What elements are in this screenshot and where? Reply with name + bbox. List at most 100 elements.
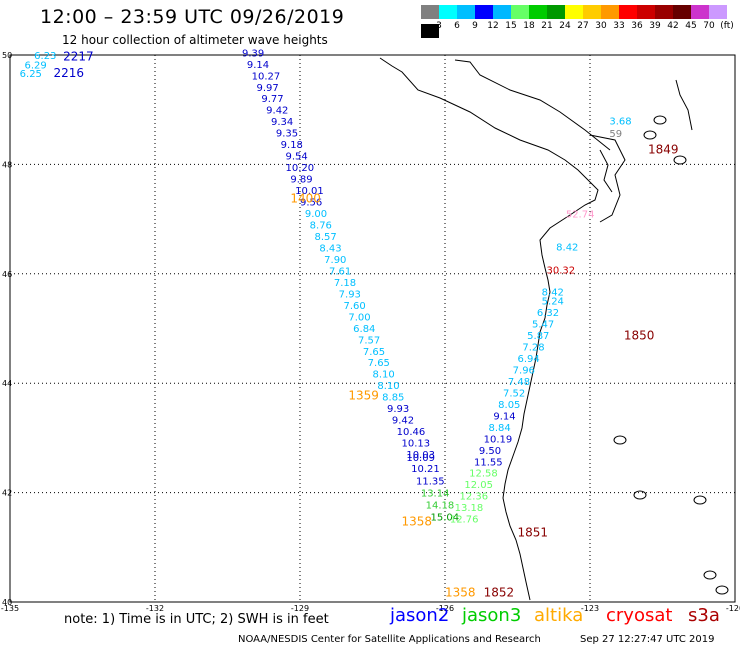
wave-height-value: 9.42 bbox=[392, 416, 414, 427]
wave-height-value: 8.43 bbox=[319, 243, 341, 254]
wave-height-value: 12.05 bbox=[464, 480, 493, 491]
lat-tick-label: 44 bbox=[2, 379, 12, 388]
wave-height-value: 10.03 bbox=[406, 450, 435, 461]
scale-swatch bbox=[457, 5, 475, 19]
scale-swatch bbox=[691, 5, 709, 19]
lake-outline bbox=[613, 435, 627, 445]
wave-height-value: 7.90 bbox=[324, 255, 346, 266]
pass-time-label: 1851 bbox=[518, 525, 549, 539]
wave-height-value: 8.84 bbox=[489, 423, 511, 434]
pass-time-label: 1359 bbox=[348, 389, 379, 403]
wave-height-value: 11.55 bbox=[474, 457, 503, 468]
legend-entry: altika bbox=[534, 605, 584, 626]
wave-height-value: 7.28 bbox=[522, 342, 544, 353]
wave-height-value: 7.65 bbox=[368, 358, 390, 369]
lake-outline bbox=[715, 585, 729, 595]
wave-height-value: 8.10 bbox=[377, 381, 399, 392]
wave-height-value: 15.04 bbox=[431, 512, 460, 523]
scale-swatch bbox=[619, 5, 637, 19]
wave-height-value: 9.34 bbox=[271, 117, 293, 128]
wave-height-value: 10.13 bbox=[402, 439, 431, 450]
lon-tick-label: -126 bbox=[436, 604, 454, 613]
generation-timestamp: Sep 27 12:27:47 UTC 2019 bbox=[580, 634, 715, 645]
wave-height-value: 9.00 bbox=[305, 209, 327, 220]
lake-outline bbox=[693, 495, 707, 505]
sound-outline bbox=[589, 134, 626, 223]
wave-height-value: 6.94 bbox=[518, 354, 540, 365]
wave-height-value: 7.60 bbox=[344, 301, 366, 312]
wave-height-value: 9.18 bbox=[281, 140, 303, 151]
credit-line: NOAA/NESDIS Center for Satellite Applica… bbox=[238, 634, 541, 645]
lake-outline bbox=[673, 155, 687, 165]
wave-height-value: 10.27 bbox=[252, 72, 281, 83]
lon-tick-label: -132 bbox=[146, 604, 164, 613]
scale-label: 3 bbox=[436, 21, 442, 31]
wave-height-value: 12.36 bbox=[460, 492, 489, 503]
legend-entry: cryosat bbox=[606, 605, 673, 626]
wave-height-value: 14.18 bbox=[426, 500, 455, 511]
wave-height-value: 7.57 bbox=[358, 335, 380, 346]
scale-swatch bbox=[601, 5, 619, 19]
scale-label: 30 bbox=[595, 21, 607, 31]
scale-swatch bbox=[421, 24, 439, 38]
wave-height-value: 10.21 bbox=[411, 464, 440, 475]
wave-height-value: 8.10 bbox=[373, 370, 395, 381]
wave-height-value: 9.35 bbox=[276, 129, 298, 140]
lat-tick-label: 40 bbox=[2, 598, 12, 607]
lake-outline bbox=[633, 490, 647, 500]
wave-height-value: 6.25 bbox=[20, 69, 42, 80]
scale-swatch bbox=[439, 5, 457, 19]
map-subtitle: 12 hour collection of altimeter wave hei… bbox=[62, 33, 328, 47]
lon-tick-label: -135 bbox=[1, 604, 19, 613]
lake-outline bbox=[653, 115, 667, 125]
sound-inlet bbox=[599, 149, 613, 193]
coastline bbox=[379, 57, 599, 601]
map-note: note: 1) Time is in UTC; 2) SWH is in fe… bbox=[64, 612, 329, 627]
wave-height-value: 7.48 bbox=[508, 377, 530, 388]
wave-height-value: 9.89 bbox=[290, 174, 312, 185]
wave-height-value: 13.14 bbox=[421, 488, 450, 499]
wave-height-value: 10.46 bbox=[397, 427, 426, 438]
wave-height-value: 7.61 bbox=[329, 266, 351, 277]
wave-height-value: 8.42 bbox=[542, 288, 564, 299]
wave-height-value: 10.20 bbox=[286, 163, 315, 174]
wave-height-value: 52.74 bbox=[566, 209, 595, 220]
wave-height-value: 12.58 bbox=[469, 469, 498, 480]
scale-swatch bbox=[511, 5, 529, 19]
scale-swatch bbox=[655, 5, 673, 19]
scale-label: 6 bbox=[454, 21, 460, 31]
scale-swatch bbox=[421, 5, 439, 19]
lake-outline bbox=[703, 570, 717, 580]
wave-height-value: 8.85 bbox=[382, 393, 404, 404]
map-frame bbox=[9, 54, 736, 603]
wave-height-value: 7.18 bbox=[334, 278, 356, 289]
wave-height-value: 9.39 bbox=[242, 49, 264, 60]
scale-swatch bbox=[565, 5, 583, 19]
wave-height-value: 8.42 bbox=[556, 242, 578, 253]
wave-height-value: 10.09 bbox=[406, 453, 435, 464]
lat-tick-label: 48 bbox=[2, 160, 12, 169]
wave-height-value: 6.29 bbox=[25, 61, 47, 72]
wave-height-value: 11.35 bbox=[416, 476, 445, 487]
map-title: 12:00 – 23:59 UTC 09/26/2019 bbox=[40, 6, 345, 28]
scale-label: 39 bbox=[649, 21, 661, 31]
scale-swatch bbox=[547, 5, 565, 19]
lon-tick-label: -123 bbox=[581, 604, 599, 613]
wave-height-value: 10.01 bbox=[295, 186, 324, 197]
wave-height-value: 9.77 bbox=[261, 94, 283, 105]
wave-height-value: 8.57 bbox=[315, 232, 337, 243]
wave-height-value: 5.87 bbox=[527, 331, 549, 342]
wave-height-value: 5.47 bbox=[532, 319, 554, 330]
lat-tick-label: 42 bbox=[2, 489, 12, 498]
wave-height-value: 6.84 bbox=[353, 324, 375, 335]
scale-swatch bbox=[673, 5, 691, 19]
scale-label: 36 bbox=[631, 21, 643, 31]
pass-time-label: 2217 bbox=[63, 49, 94, 63]
scale-label: 45 bbox=[685, 21, 697, 31]
wave-height-value: 13.18 bbox=[455, 503, 484, 514]
scale-label: 18 bbox=[523, 21, 535, 31]
wave-height-value: 9.50 bbox=[479, 446, 501, 457]
color-scale bbox=[421, 5, 740, 43]
scale-label: 9 bbox=[472, 21, 478, 31]
